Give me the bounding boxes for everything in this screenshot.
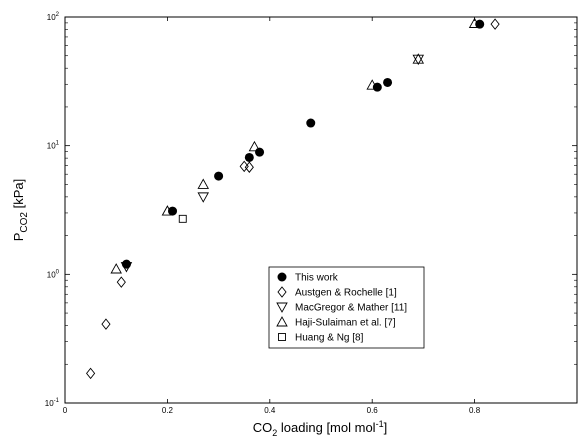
legend-label: Austgen & Rochelle [1] — [295, 288, 397, 299]
legend-label: Huang & Ng [8] — [295, 333, 364, 344]
x-axis-label: CO2 loading [mol mol-1] — [253, 419, 387, 436]
data-point — [214, 171, 224, 181]
data-markers — [86, 17, 500, 380]
legend-marker — [278, 333, 286, 341]
plot-frame — [64, 16, 578, 404]
data-point — [490, 18, 500, 30]
data-point — [475, 19, 485, 29]
legend-marker — [277, 272, 287, 282]
legend-marker — [277, 286, 287, 298]
legend-label: This work — [295, 273, 339, 284]
y-axis-label: PCO2 [kPa] — [11, 179, 30, 241]
legend-label: MacGregor & Mather [11] — [295, 303, 407, 314]
x-tick-label: 0 — [63, 406, 68, 415]
x-tick-label: 0.6 — [367, 406, 379, 415]
data-point — [116, 276, 126, 288]
data-point — [306, 118, 316, 128]
data-point — [412, 53, 425, 64]
data-point — [110, 263, 122, 274]
data-point — [372, 82, 382, 92]
data-point — [178, 214, 187, 223]
data-point — [121, 259, 131, 269]
data-point — [197, 192, 210, 203]
legend-box — [268, 266, 425, 349]
data-point — [244, 161, 254, 173]
data-point — [197, 178, 210, 189]
legend-marker — [276, 302, 288, 313]
legend-marker — [276, 316, 288, 327]
y-axis-ticks: 10-1 100 101 102 — [45, 12, 577, 408]
legend: This work Austgen & Rochelle [1] MacGregor… — [268, 266, 425, 349]
legend-label: Haji-Sulaiman et al. [7] — [295, 318, 396, 329]
data-point — [86, 367, 96, 380]
y-tick-label: 100 — [47, 269, 60, 279]
data-point — [168, 206, 178, 216]
data-point — [255, 147, 265, 157]
y-tick-label: 102 — [47, 12, 60, 22]
data-point — [383, 77, 393, 87]
x-tick-label: 0.8 — [469, 406, 481, 415]
x-axis-ticks: 0 0.2 0.4 0.6 0.8 — [63, 17, 481, 415]
x-tick-label: 0.2 — [162, 406, 174, 415]
data-point — [248, 140, 261, 152]
y-tick-label: 10-1 — [45, 398, 60, 408]
x-tick-label: 0.4 — [264, 406, 276, 415]
y-tick-label: 101 — [47, 141, 60, 151]
data-point — [244, 152, 254, 162]
data-point — [101, 318, 111, 330]
data-point — [412, 54, 425, 66]
